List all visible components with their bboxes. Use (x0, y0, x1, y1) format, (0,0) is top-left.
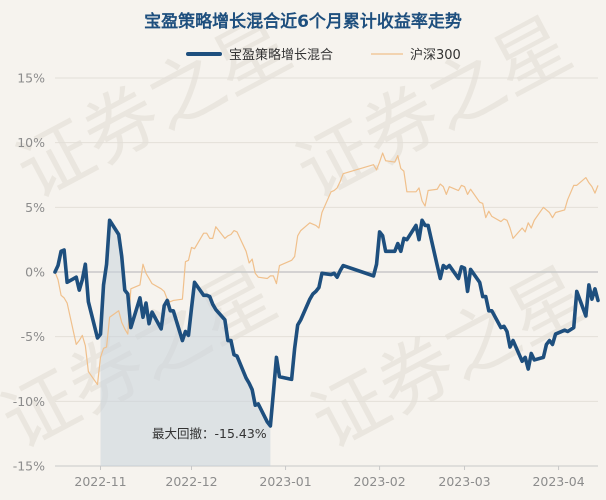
series-line-fund (53, 218, 600, 428)
y-tick-label: 15% (17, 71, 45, 86)
y-axis-ticks: 15% 10% 5% 0% -5% -10% -15% (13, 71, 45, 474)
chart-legend: 宝盈策略增长混合 沪深300 (186, 47, 461, 63)
legend-label-index: 沪深300 (410, 47, 461, 63)
y-tick-label: -10% (13, 394, 45, 409)
y-tick-label: 0% (25, 265, 45, 280)
legend-label-fund: 宝盈策略增长混合 (229, 47, 333, 63)
x-tick-label: 2022-11 (74, 474, 126, 489)
series-line-index (54, 152, 599, 386)
x-tick-label: 2023-02 (353, 474, 405, 489)
max-drawdown-label: 最大回撤：-15.43% (152, 426, 267, 441)
x-axis-ticks: 2022-11 2022-12 2023-01 2023-02 2023-03 2023-… (74, 466, 585, 489)
chart-title: 宝盈策略增长混合近6个月累计收益率走势 (144, 11, 462, 32)
y-tick-label: -15% (13, 459, 45, 474)
y-tick-label: 10% (17, 135, 45, 150)
x-tick-label: 2023-03 (438, 474, 490, 489)
x-tick-label: 2023-01 (259, 474, 311, 489)
y-tick-label: -5% (21, 329, 45, 344)
max-drawdown-fill (100, 220, 271, 466)
x-tick-label: 2022-12 (165, 474, 217, 489)
max-drawdown-area (100, 220, 271, 466)
y-tick-label: 5% (25, 200, 45, 215)
x-tick-label: 2023-04 (532, 474, 584, 489)
series-lines (53, 152, 600, 428)
